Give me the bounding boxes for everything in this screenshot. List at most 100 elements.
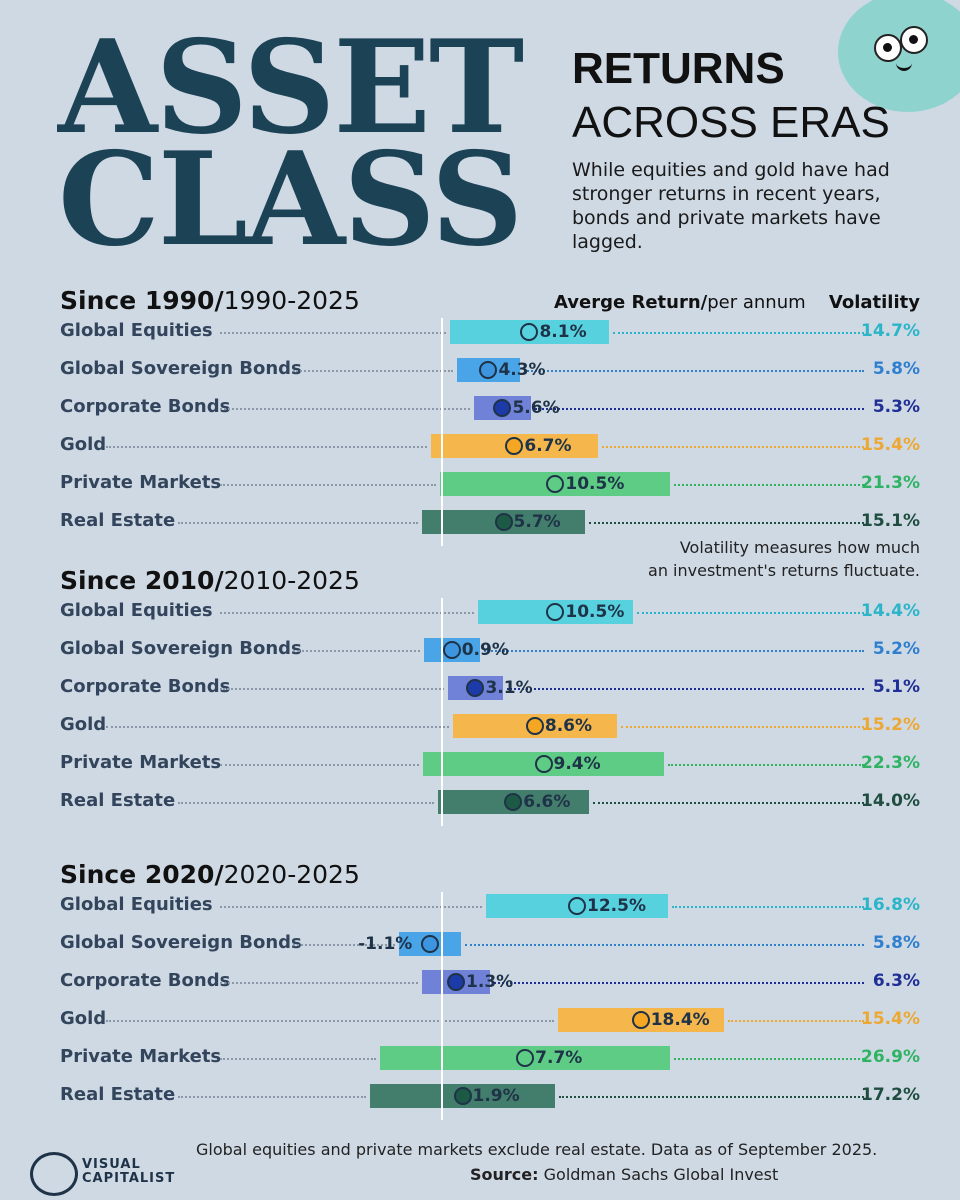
return-marker-icon <box>505 437 524 455</box>
volatility-dots <box>637 612 864 614</box>
return-marker-icon <box>631 1011 650 1029</box>
section-title-bold: Since 1990 <box>60 286 215 315</box>
volatility-value: 6.3% <box>872 971 920 991</box>
section-title: Since 2010/2010-2025 <box>60 566 360 595</box>
asset-label-private-markets: Private Markets <box>60 472 222 493</box>
volatility-note-line2: an investment's returns fluctuate. <box>648 561 920 580</box>
return-value: 10.5% <box>565 474 625 494</box>
leader-dots <box>220 1058 376 1060</box>
leader-dots <box>105 726 449 728</box>
volatility-dots <box>507 688 864 690</box>
leader-dots <box>178 802 434 804</box>
description: While equities and gold have had stronge… <box>572 159 890 253</box>
return-value: 8.6% <box>544 716 593 736</box>
volatility-value: 5.1% <box>872 677 920 697</box>
leader-dots <box>105 1020 554 1022</box>
volatility-dots <box>667 764 864 766</box>
volatility-dots <box>465 944 864 946</box>
volatility-value: 5.3% <box>872 397 920 417</box>
asset-label-global-equities: Global Equities <box>60 600 213 621</box>
footer-note: Global equities and private markets excl… <box>196 1140 878 1159</box>
section-title-bold: Since 2010 <box>60 566 215 595</box>
volatility-value: 15.2% <box>861 715 920 735</box>
asset-label-global-sovereign-bonds: Global Sovereign Bonds <box>60 638 302 659</box>
return-marker-icon <box>546 603 565 621</box>
section-title-slash: / <box>214 566 224 595</box>
volatility-dots <box>592 802 864 804</box>
leader-dots <box>220 906 483 908</box>
asset-label-gold: Gold <box>60 714 107 735</box>
return-value: 9.4% <box>553 754 601 774</box>
volatility-dots <box>620 726 864 728</box>
section-title-range: 2020-2025 <box>223 860 360 889</box>
leader-dots <box>292 650 420 652</box>
return-marker-icon <box>534 755 553 773</box>
volatility-dots <box>523 370 864 372</box>
asset-label-corporate-bonds: Corporate Bonds <box>60 396 231 417</box>
mascot-eye-icon <box>900 26 928 54</box>
source-text: Goldman Sachs Global Invest <box>543 1165 779 1184</box>
return-marker-icon <box>493 399 512 417</box>
section-title-range: 2010-2025 <box>223 566 360 595</box>
section-title: Since 1990/1990-2025 <box>60 286 360 315</box>
mascot-smile-icon <box>896 62 912 71</box>
volatility-value: 15.1% <box>861 511 920 531</box>
section-title-range: 1990-2025 <box>223 286 360 315</box>
volatility-dots <box>671 906 864 908</box>
return-marker-icon <box>504 793 523 811</box>
return-marker-icon <box>421 935 440 953</box>
volatility-value: 26.9% <box>861 1047 920 1067</box>
volatility-dots <box>674 1058 864 1060</box>
mascot-eye-icon <box>874 34 902 62</box>
return-value: 18.4% <box>650 1010 710 1030</box>
volatility-value: 14.7% <box>861 321 920 341</box>
return-marker-icon <box>516 1049 535 1067</box>
return-value: 5.6% <box>512 398 560 418</box>
return-value: 6.6% <box>523 792 571 812</box>
big-title-line1: ASSET <box>58 13 524 163</box>
leader-dots <box>292 944 395 946</box>
asset-label-global-equities: Global Equities <box>60 320 213 341</box>
volatility-dots <box>601 446 864 448</box>
volatility-dots <box>494 982 864 984</box>
volatility-dots <box>727 1020 864 1022</box>
return-marker-icon <box>494 513 513 531</box>
return-column-header: Averge Return/per annum <box>554 292 806 313</box>
visual-capitalist-logo-icon <box>30 1152 78 1196</box>
section-title-slash: / <box>214 286 224 315</box>
return-value: 6.7% <box>524 436 572 456</box>
volatility-value: 14.0% <box>861 791 920 811</box>
return-value: -1.1% <box>358 934 413 954</box>
asset-label-global-sovereign-bonds: Global Sovereign Bonds <box>60 932 302 953</box>
volatility-column-header: Volatility <box>828 292 920 313</box>
big-title-line2: CLASS <box>58 125 523 275</box>
section-title: Since 2020/2020-2025 <box>60 860 360 889</box>
asset-label-gold: Gold <box>60 434 107 455</box>
zero-line <box>441 318 443 546</box>
return-value: 1.9% <box>472 1086 520 1106</box>
leader-dots <box>220 332 447 334</box>
asset-label-corporate-bonds: Corporate Bonds <box>60 676 231 697</box>
zero-line <box>441 892 443 1120</box>
return-marker-icon <box>453 1087 472 1105</box>
footer-source: Source: Goldman Sachs Global Invest <box>470 1165 778 1184</box>
return-marker-icon <box>520 323 539 341</box>
return-marker-icon <box>442 641 461 659</box>
volatility-value: 5.8% <box>872 933 920 953</box>
asset-label-private-markets: Private Markets <box>60 1046 222 1067</box>
leader-dots <box>220 764 420 766</box>
volatility-value: 15.4% <box>861 435 920 455</box>
volatility-value: 15.4% <box>861 1009 920 1029</box>
return-value: 7.7% <box>535 1048 583 1068</box>
return-value: 8.1% <box>539 322 587 342</box>
leader-dots <box>105 446 428 448</box>
asset-label-private-markets: Private Markets <box>60 752 222 773</box>
return-marker-icon <box>447 973 466 991</box>
volatility-note-line1: Volatility measures how much <box>679 538 920 557</box>
title-light: ACROSS ERAS <box>572 98 890 147</box>
volatility-value: 17.2% <box>861 1085 920 1105</box>
leader-dots <box>178 522 418 524</box>
volatility-value: 16.8% <box>861 895 920 915</box>
volatility-dots <box>535 408 864 410</box>
leader-dots <box>220 612 474 614</box>
